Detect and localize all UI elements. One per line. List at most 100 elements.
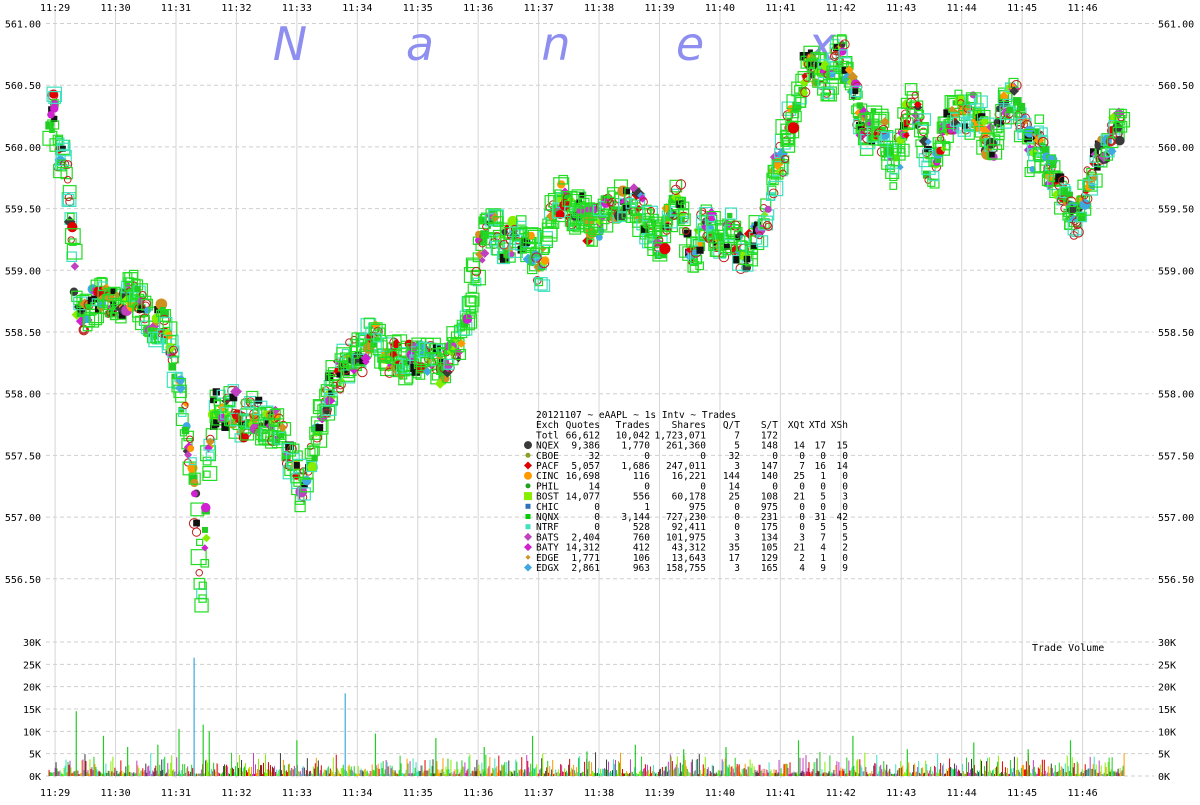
table-cell: 5 — [842, 522, 848, 533]
x-tick-label-top: 11:32 — [221, 3, 251, 14]
trade-marker — [307, 461, 319, 473]
quote-marker — [1047, 154, 1057, 164]
trade-marker — [342, 369, 350, 377]
quote-marker — [58, 139, 69, 150]
quote-marker — [198, 594, 207, 603]
quote-marker — [186, 435, 194, 443]
x-tick-label-top: 11:35 — [403, 3, 433, 14]
quote-marker — [66, 243, 83, 260]
x-tick-label-top: 11:31 — [161, 3, 191, 14]
table-cell: 412 — [633, 543, 650, 554]
trade-marker — [1088, 182, 1096, 190]
y-tick-label-left: 558.00 — [5, 390, 41, 401]
trade-marker — [178, 406, 185, 413]
trade-marker — [134, 285, 141, 292]
quote-marker — [893, 148, 906, 161]
quote-marker — [935, 141, 950, 156]
trade-marker — [70, 262, 80, 271]
trade-marker — [799, 77, 809, 88]
trade-marker — [1066, 191, 1073, 199]
table-cell: NQEX — [536, 441, 559, 452]
quote-marker — [929, 171, 940, 182]
quote-marker — [188, 472, 201, 485]
quote-marker — [277, 422, 292, 436]
trade-marker — [490, 212, 500, 223]
quote-marker — [471, 266, 482, 277]
quote-marker — [850, 85, 863, 98]
trade-marker — [551, 204, 560, 213]
quote-marker — [64, 228, 81, 244]
trade-marker — [479, 256, 486, 264]
y-tick-label-right: 556.50 — [1158, 575, 1194, 586]
x-tick-label-bottom: 11:31 — [161, 788, 191, 799]
table-cell: 3 — [799, 532, 805, 543]
table-cell: 66,612 — [566, 430, 600, 441]
trade-marker — [293, 462, 300, 469]
legend-marker — [524, 543, 532, 552]
table-cell: 727,230 — [666, 512, 706, 523]
table-cell: 2,404 — [571, 532, 600, 543]
quote-marker — [927, 178, 936, 187]
table-cell: 16 — [815, 461, 827, 472]
quote-marker — [175, 413, 189, 427]
quote-marker — [653, 230, 663, 240]
table-cell: 5 — [842, 532, 848, 543]
quote-marker — [1071, 229, 1079, 238]
table-cell: PACF — [536, 461, 559, 472]
quote-marker — [171, 355, 179, 364]
quote-marker — [320, 405, 336, 421]
quote-marker — [911, 91, 919, 99]
trade-marker — [205, 437, 215, 447]
legend-marker — [525, 452, 531, 458]
trade-marker — [482, 238, 488, 244]
table-cell: 0 — [842, 502, 848, 513]
trade-marker — [1017, 102, 1026, 112]
legend-marker — [525, 514, 531, 519]
quote-marker — [181, 401, 189, 410]
quote-marker — [669, 179, 683, 193]
table-header: Q/T — [723, 420, 740, 431]
quote-marker — [726, 224, 740, 238]
table-cell: 0 — [700, 481, 706, 492]
trade-marker — [1009, 86, 1019, 96]
quote-marker — [795, 73, 808, 86]
table-cell: 231 — [761, 512, 778, 523]
quote-marker — [800, 87, 811, 98]
trade-marker — [660, 251, 667, 259]
table-cell: 92,411 — [672, 522, 707, 533]
quote-marker — [137, 295, 152, 310]
quote-marker — [191, 527, 202, 537]
quote-marker — [529, 248, 540, 258]
trade-marker — [67, 221, 78, 233]
volume-plot — [48, 657, 1125, 776]
y-tick-label-left: 560.00 — [5, 143, 41, 154]
trade-marker — [771, 158, 784, 171]
trade-marker — [264, 420, 270, 426]
table-cell: 108 — [761, 492, 778, 503]
trade-marker — [727, 212, 733, 219]
y-tick-label-left: 556.50 — [5, 575, 41, 586]
quote-marker — [203, 470, 211, 478]
quote-marker — [693, 255, 703, 265]
volume-tick-right: 15K — [1158, 705, 1176, 716]
quote-marker — [472, 277, 482, 287]
table-cell: 35 — [729, 543, 740, 554]
quote-marker — [1114, 111, 1131, 128]
quote-marker — [880, 130, 891, 141]
quote-marker — [516, 220, 527, 231]
quote-marker — [63, 160, 73, 169]
quote-marker — [677, 213, 691, 227]
trade-marker — [168, 362, 177, 371]
y-tick-label-left: 560.50 — [5, 81, 41, 92]
table-cell: NTRF — [536, 522, 559, 533]
y-tick-label-left: 559.50 — [5, 205, 41, 216]
y-tick-label-left: 558.50 — [5, 328, 41, 339]
quote-marker — [1039, 127, 1048, 137]
quote-marker — [159, 316, 173, 331]
table-cell: 148 — [761, 441, 778, 452]
x-tick-label-bottom: 11:44 — [947, 788, 977, 799]
trade-marker — [422, 367, 432, 376]
table-cell: 1,686 — [621, 461, 650, 472]
quote-marker — [600, 219, 614, 233]
